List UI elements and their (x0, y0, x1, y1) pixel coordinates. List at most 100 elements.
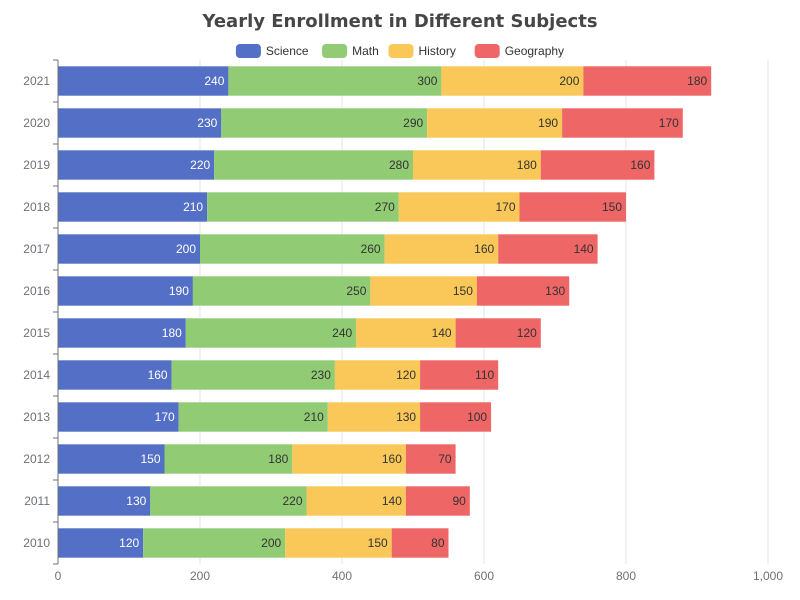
data-label-geography-2021: 180 (687, 74, 707, 88)
bars-layer (58, 66, 712, 558)
bar-geography-2018[interactable] (519, 192, 627, 222)
bar-history-2014[interactable] (334, 360, 421, 390)
legend-swatch-math (322, 44, 348, 58)
legend-item-geography[interactable]: Geography (474, 44, 564, 58)
bar-geography-2011[interactable] (405, 486, 470, 516)
data-label-science-2014: 160 (148, 368, 168, 382)
data-label-history-2016: 150 (453, 284, 473, 298)
data-label-math-2021: 300 (417, 74, 437, 88)
bar-math-2020[interactable] (221, 108, 428, 138)
data-label-science-2017: 200 (176, 242, 196, 256)
bar-science-2012[interactable] (58, 444, 165, 474)
bar-history-2015[interactable] (356, 318, 456, 348)
bar-science-2011[interactable] (58, 486, 151, 516)
data-label-math-2015: 240 (332, 326, 352, 340)
x-tick-label-600: 600 (474, 569, 494, 583)
bar-geography-2020[interactable] (562, 108, 683, 138)
bar-math-2014[interactable] (171, 360, 335, 390)
bar-geography-2010[interactable] (391, 528, 449, 558)
legend-swatch-geography (474, 44, 500, 58)
y-tick-label-2019: 2019 (23, 158, 50, 172)
bar-geography-2015[interactable] (455, 318, 541, 348)
data-label-history-2013: 130 (396, 410, 416, 424)
data-label-history-2011: 140 (382, 494, 402, 508)
bar-geography-2019[interactable] (540, 150, 655, 180)
data-label-math-2018: 270 (375, 200, 395, 214)
bar-math-2021[interactable] (228, 66, 442, 96)
bar-math-2017[interactable] (200, 234, 385, 264)
legend-label-math: Math (352, 44, 379, 58)
bar-history-2019[interactable] (413, 150, 541, 180)
bar-science-2018[interactable] (58, 192, 208, 222)
bar-math-2010[interactable] (143, 528, 286, 558)
data-label-science-2015: 180 (162, 326, 182, 340)
bar-geography-2013[interactable] (420, 402, 492, 432)
bar-history-2021[interactable] (441, 66, 584, 96)
bar-geography-2021[interactable] (583, 66, 712, 96)
bar-science-2016[interactable] (58, 276, 193, 306)
y-tick-label-2012: 2012 (23, 452, 50, 466)
data-label-math-2020: 290 (403, 116, 423, 130)
data-label-science-2012: 150 (140, 452, 160, 466)
legend-item-science[interactable]: Science (235, 44, 309, 58)
data-label-math-2011: 220 (282, 494, 302, 508)
legend-label-history: History (419, 44, 456, 58)
grid-lines (199, 60, 769, 564)
legend-item-history[interactable]: History (388, 44, 456, 58)
axes-layer: 2010 2011 2012 2013 2014 2015 2016 2017 2018 2019… (23, 59, 783, 583)
bar-math-2013[interactable] (178, 402, 328, 432)
y-tick-label-2021: 2021 (23, 74, 50, 88)
data-label-math-2016: 250 (346, 284, 366, 298)
data-label-history-2017: 160 (474, 242, 494, 256)
bar-history-2012[interactable] (292, 444, 406, 474)
y-tick-label-2016: 2016 (23, 284, 50, 298)
bar-geography-2014[interactable] (420, 360, 499, 390)
data-label-history-2012: 160 (382, 452, 402, 466)
legend-label-geography: Geography (505, 44, 564, 58)
y-tick-label-2011: 2011 (24, 494, 50, 508)
bar-science-2019[interactable] (58, 150, 215, 180)
bar-geography-2012[interactable] (405, 444, 456, 474)
bar-science-2020[interactable] (58, 108, 222, 138)
bar-history-2013[interactable] (327, 402, 421, 432)
bar-history-2020[interactable] (427, 108, 563, 138)
bar-math-2016[interactable] (192, 276, 371, 306)
bar-geography-2016[interactable] (476, 276, 570, 306)
data-label-science-2016: 190 (169, 284, 189, 298)
data-label-geography-2018: 150 (602, 200, 622, 214)
bar-science-2021[interactable] (58, 66, 229, 96)
bar-history-2010[interactable] (285, 528, 392, 558)
bar-math-2012[interactable] (164, 444, 293, 474)
bar-science-2010[interactable] (58, 528, 144, 558)
x-tick-label-200: 200 (190, 569, 210, 583)
y-tick-label-2020: 2020 (23, 116, 50, 130)
bar-history-2018[interactable] (398, 192, 520, 222)
bar-math-2011[interactable] (150, 486, 307, 516)
data-label-history-2019: 180 (517, 158, 537, 172)
bar-science-2015[interactable] (58, 318, 186, 348)
legend[interactable]: Science Math History Geography (235, 44, 564, 58)
y-tick-label-2014: 2014 (23, 368, 50, 382)
bar-math-2018[interactable] (207, 192, 399, 222)
bar-math-2019[interactable] (214, 150, 413, 180)
data-label-science-2019: 220 (190, 158, 210, 172)
bar-math-2015[interactable] (185, 318, 357, 348)
chart-title: Yearly Enrollment in Different Subjects (201, 11, 597, 32)
data-label-math-2010: 200 (261, 536, 281, 550)
bar-history-2011[interactable] (306, 486, 406, 516)
bar-science-2014[interactable] (58, 360, 172, 390)
data-label-geography-2011: 90 (452, 494, 466, 508)
bar-history-2016[interactable] (370, 276, 477, 306)
data-label-geography-2014: 110 (475, 368, 494, 382)
data-label-science-2013: 170 (155, 410, 175, 424)
bar-history-2017[interactable] (384, 234, 499, 264)
data-label-geography-2012: 70 (438, 452, 452, 466)
legend-swatch-history (388, 44, 414, 58)
bar-science-2017[interactable] (58, 234, 200, 264)
legend-item-math[interactable]: Math (322, 44, 379, 58)
data-label-math-2012: 180 (268, 452, 288, 466)
bar-geography-2017[interactable] (498, 234, 598, 264)
y-tick-label-2015: 2015 (23, 326, 50, 340)
bar-science-2013[interactable] (58, 402, 179, 432)
